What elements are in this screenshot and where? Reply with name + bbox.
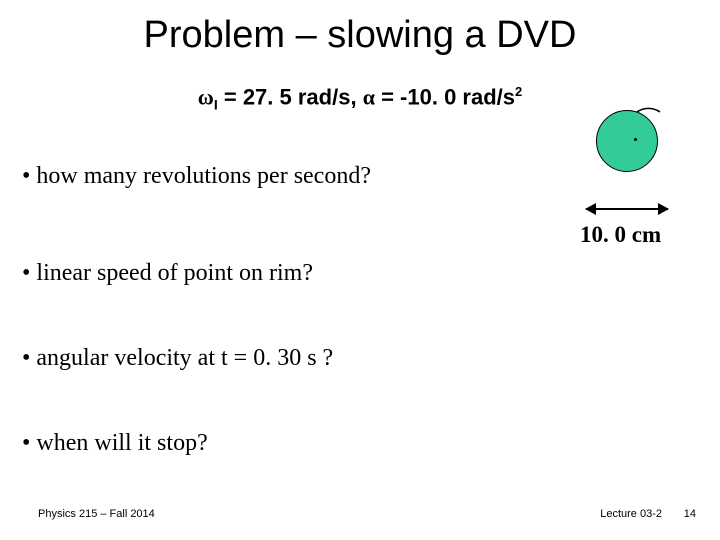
bullet-angular-velocity: • angular velocity at t = 0. 30 s ? xyxy=(22,345,333,372)
slide-title: Problem – slowing a DVD xyxy=(0,14,720,57)
dimension-bar xyxy=(586,208,668,210)
alpha-superscript: 2 xyxy=(515,84,522,99)
footer-course: Physics 215 – Fall 2014 xyxy=(38,508,155,520)
dvd-disc xyxy=(596,110,658,172)
omega-value: = 27. 5 rad/s, xyxy=(218,84,363,109)
alpha-value: = -10. 0 rad/s xyxy=(375,84,515,109)
footer-lecture: Lecture 03-2 xyxy=(600,508,662,520)
disc-center-dot xyxy=(634,138,637,141)
bullet-revolutions: • how many revolutions per second? xyxy=(22,163,371,190)
alpha-symbol: α xyxy=(363,84,375,109)
dimension-line xyxy=(586,202,668,216)
bullet-linear-speed: • linear speed of point on rim? xyxy=(22,260,313,287)
arrow-right-icon xyxy=(658,203,669,215)
bullet-stop-time: • when will it stop? xyxy=(22,430,208,457)
omega-symbol: ω xyxy=(198,84,214,109)
footer-page-number: 14 xyxy=(684,508,696,520)
dimension-label: 10. 0 cm xyxy=(580,222,661,248)
dvd-diagram xyxy=(594,108,660,174)
